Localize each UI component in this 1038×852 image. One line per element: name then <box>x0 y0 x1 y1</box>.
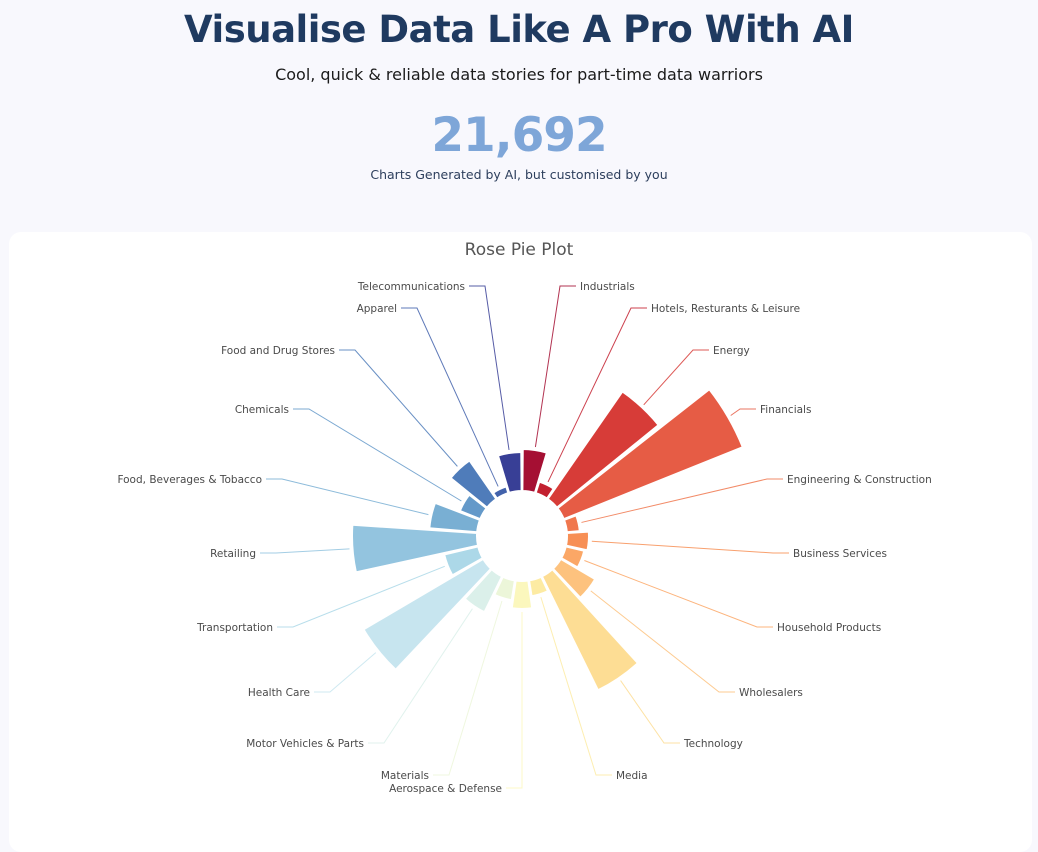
leader-line <box>620 680 680 744</box>
rose-segment[interactable] <box>493 575 516 602</box>
rose-segment[interactable] <box>556 388 744 521</box>
rose-segment[interactable] <box>458 493 488 521</box>
segment-label: Food and Drug Stores <box>221 345 335 357</box>
leader-line <box>590 590 735 693</box>
rose-segment[interactable] <box>521 448 548 494</box>
chart-title: Rose Pie Plot <box>464 240 574 260</box>
segment-label: Apparel <box>357 303 397 315</box>
segment-label: Health Care <box>248 687 310 699</box>
segment-label: Materials <box>381 770 429 782</box>
leader-line <box>314 652 377 693</box>
rose-segment[interactable] <box>563 514 581 534</box>
segment-label: Chemicals <box>235 404 289 416</box>
leader-line <box>547 307 647 483</box>
leader-line <box>401 307 499 487</box>
segment-label: Wholesalers <box>739 687 803 699</box>
rose-segment[interactable] <box>540 568 639 692</box>
rose-segment[interactable] <box>560 545 586 569</box>
rose-segment[interactable] <box>449 459 498 509</box>
segment-label: Industrials <box>580 281 635 293</box>
leader-line <box>277 565 445 628</box>
segment-label: Financials <box>760 404 811 416</box>
segment-label: Aerospace & Defense <box>389 783 502 795</box>
segment-label: Media <box>616 770 648 782</box>
segment-label: Food, Beverages & Tobacco <box>117 474 262 486</box>
segment-label: Engineering & Construction <box>787 474 932 486</box>
segment-label: Telecommunications <box>357 281 465 293</box>
chart-card <box>9 232 1032 852</box>
charts-generated-counter: 21,692 <box>431 108 607 163</box>
leader-line <box>469 285 510 451</box>
rose-segment[interactable] <box>443 545 484 577</box>
leader-line <box>730 408 756 416</box>
segment-label: Business Services <box>793 548 887 560</box>
chart-segments <box>351 388 744 692</box>
segment-label: Energy <box>713 345 750 357</box>
chart-leader-lines <box>260 285 789 789</box>
leader-line <box>506 612 523 789</box>
leader-line <box>266 478 429 516</box>
segment-label: Hotels, Resturants & Leisure <box>651 303 800 315</box>
rose-segment[interactable] <box>528 575 549 598</box>
rose-segment[interactable] <box>362 557 493 671</box>
segment-label: Motor Vehicles & Parts <box>246 738 364 750</box>
segment-label: Transportation <box>196 622 273 634</box>
leader-line <box>260 548 350 554</box>
page-subtitle: Cool, quick & reliable data stories for … <box>275 65 763 84</box>
leader-line <box>433 600 503 776</box>
leader-line <box>339 349 458 467</box>
segment-label: Retailing <box>210 548 256 560</box>
leader-line <box>368 608 473 744</box>
counter-caption: Charts Generated by AI, but customised b… <box>370 167 668 182</box>
leader-line <box>643 349 709 406</box>
leader-line <box>293 408 462 502</box>
rose-segment[interactable] <box>351 523 480 574</box>
leader-line <box>540 597 612 776</box>
rose-segment[interactable] <box>551 557 597 599</box>
rose-segment[interactable] <box>496 451 523 494</box>
page-title: Visualise Data Like A Pro With AI <box>184 8 854 51</box>
rose-segment[interactable] <box>546 390 660 509</box>
rose-segment[interactable] <box>564 530 590 552</box>
leader-line <box>581 478 783 523</box>
rose-segment[interactable] <box>463 568 504 614</box>
leader-line <box>591 540 789 554</box>
segment-label: Technology <box>683 738 743 750</box>
rose-segment[interactable] <box>510 579 534 610</box>
leader-line <box>534 285 576 448</box>
segment-label: Household Products <box>777 622 881 634</box>
rose-segment[interactable] <box>428 501 481 534</box>
leader-line <box>584 560 773 628</box>
rose-segment[interactable] <box>492 485 510 500</box>
chart-labels: Industrials Hotels, Resturants & Leisure E… <box>117 281 931 795</box>
